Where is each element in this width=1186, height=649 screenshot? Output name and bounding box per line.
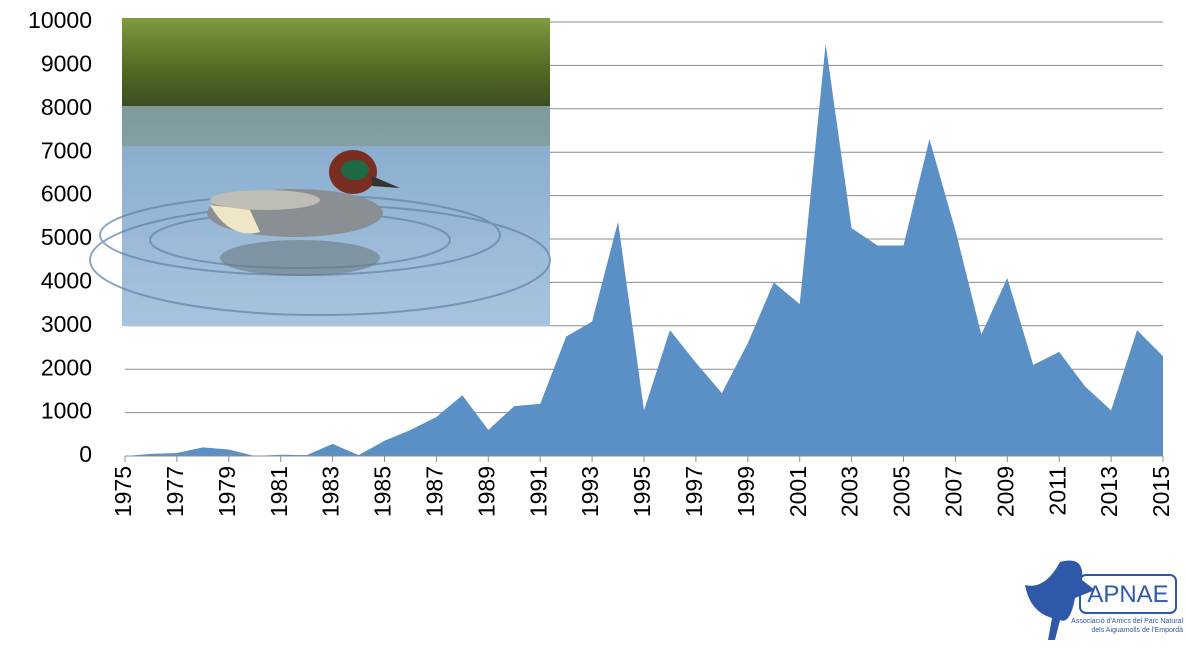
logo-tagline: Associació d'Amics del Parc Natural: [1071, 618, 1183, 625]
y-tick-label: 7000: [41, 137, 92, 163]
y-tick-label: 2000: [41, 354, 92, 380]
x-tick-label: 1995: [629, 466, 655, 517]
x-tick-label: 1983: [318, 466, 344, 517]
duck-photo: [89, 18, 551, 326]
y-tick-label: 4000: [41, 267, 92, 293]
x-tick-label: 2007: [940, 466, 966, 517]
x-tick-label: 1979: [214, 466, 240, 517]
y-tick-label: 9000: [41, 50, 92, 76]
x-tick-label: 1977: [162, 466, 188, 517]
y-tick-label: 6000: [41, 181, 92, 207]
x-tick-label: 1989: [473, 466, 499, 517]
y-tick-label: 3000: [41, 311, 92, 337]
x-tick-label: 1985: [370, 466, 396, 517]
y-tick-label: 0: [79, 441, 92, 467]
x-tick-label: 1997: [681, 466, 707, 517]
logo: APNAE Associació d'Amics del Parc Natura…: [1025, 560, 1183, 640]
area: [125, 43, 1163, 456]
x-tick-label: 2009: [992, 466, 1018, 517]
y-tick-label: 5000: [41, 224, 92, 250]
x-tick-label: 1981: [266, 466, 292, 517]
x-tick-label: 2015: [1148, 466, 1174, 517]
logo-tagline: dels Aiguamolls de l'Empordà: [1091, 627, 1183, 634]
x-tick-label: 1999: [733, 466, 759, 517]
y-tick-label: 8000: [41, 94, 92, 120]
x-tick-label: 2001: [785, 466, 811, 517]
x-tick-label: 1993: [577, 466, 603, 517]
x-tick-label: 1975: [110, 466, 136, 517]
x-tick-label: 2013: [1096, 466, 1122, 517]
y-tick-label: 1000: [41, 398, 92, 424]
x-tick-label: 1987: [421, 466, 447, 517]
x-tick-label: 2003: [837, 466, 863, 517]
x-tick-label: 2011: [1044, 466, 1070, 515]
x-tick-label: 1991: [525, 466, 551, 517]
x-tick-label: 2005: [889, 466, 915, 517]
y-tick-label: 10000: [28, 7, 92, 33]
logo-name: APNAE: [1087, 581, 1168, 608]
